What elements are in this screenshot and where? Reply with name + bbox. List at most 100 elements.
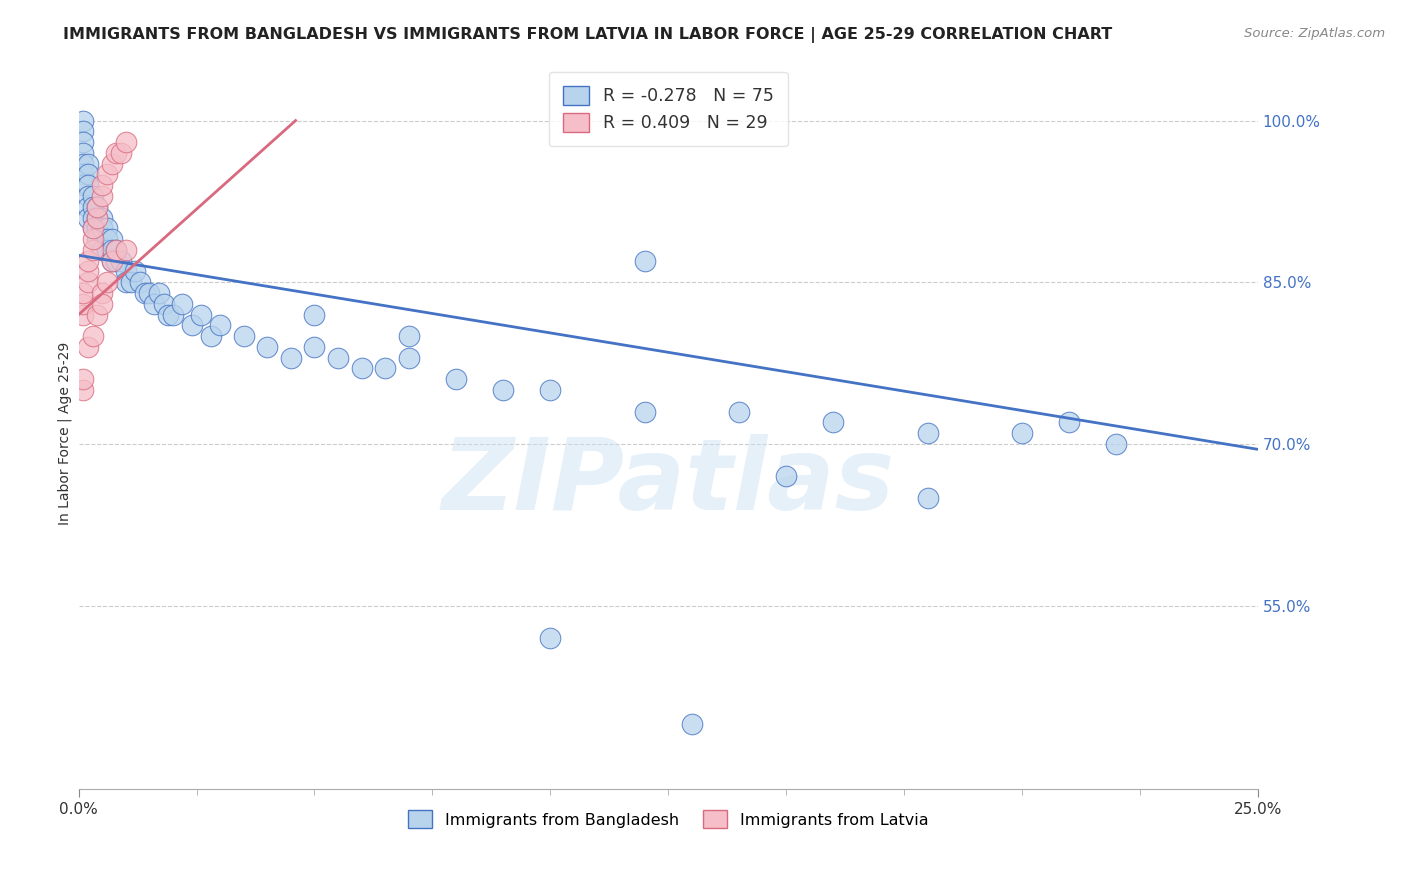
Point (110, 253, 132, 268)
Point (398, 351, 420, 365)
Point (1011, 426, 1033, 441)
Point (209, 318, 232, 333)
Point (77, 275, 100, 289)
Point (152, 297, 174, 311)
Point (775, 469, 797, 483)
Point (72, 286, 94, 301)
Point (86, 232, 108, 246)
Point (91, 243, 114, 257)
Point (105, 253, 128, 268)
Point (72, 372, 94, 386)
Point (91, 286, 114, 301)
Point (82, 329, 104, 343)
Point (120, 275, 142, 289)
Point (96, 221, 118, 235)
Point (105, 243, 128, 257)
Point (138, 286, 160, 301)
Point (77, 211, 100, 225)
Point (105, 145, 128, 160)
Text: ZIPatlas: ZIPatlas (441, 434, 894, 532)
Point (86, 200, 108, 214)
Point (96, 243, 118, 257)
Point (917, 426, 939, 441)
Point (304, 340, 326, 354)
Point (190, 308, 212, 322)
Point (100, 253, 122, 268)
Legend: Immigrants from Bangladesh, Immigrants from Latvia: Immigrants from Bangladesh, Immigrants f… (402, 804, 935, 834)
Point (72, 113, 94, 128)
Point (96, 232, 118, 246)
Text: IMMIGRANTS FROM BANGLADESH VS IMMIGRANTS FROM LATVIA IN LABOR FORCE | AGE 25-29 : IMMIGRANTS FROM BANGLADESH VS IMMIGRANTS… (63, 27, 1112, 43)
Point (91, 211, 114, 225)
Point (633, 253, 655, 268)
Text: Source: ZipAtlas.com: Source: ZipAtlas.com (1244, 27, 1385, 40)
Point (77, 200, 100, 214)
Point (82, 211, 104, 225)
Point (728, 404, 751, 418)
Point (77, 264, 100, 278)
Point (823, 416, 845, 430)
Point (86, 211, 108, 225)
Point (114, 264, 136, 278)
Point (162, 308, 184, 322)
Point (114, 275, 136, 289)
Point (350, 361, 373, 376)
Point (100, 156, 122, 170)
Point (110, 145, 132, 160)
Point (538, 383, 561, 397)
Point (326, 351, 349, 365)
Point (148, 286, 170, 301)
Point (681, 717, 703, 731)
Point (82, 243, 104, 257)
Point (114, 243, 136, 257)
Point (86, 200, 108, 214)
Point (633, 404, 655, 418)
Point (157, 308, 180, 322)
Point (124, 264, 146, 278)
Point (91, 189, 114, 203)
Point (77, 253, 100, 268)
Point (82, 221, 104, 235)
Point (100, 243, 122, 257)
Point (143, 297, 166, 311)
Point (86, 221, 108, 235)
Point (917, 491, 939, 505)
Point (72, 383, 94, 397)
Point (1057, 416, 1080, 430)
Point (538, 631, 561, 645)
Point (91, 178, 114, 193)
Point (91, 297, 114, 311)
Point (91, 221, 114, 235)
Point (304, 308, 326, 322)
Point (82, 232, 104, 246)
Point (172, 297, 194, 311)
Point (232, 329, 254, 343)
Point (77, 189, 100, 203)
Point (114, 135, 136, 149)
Point (100, 232, 122, 246)
Point (96, 168, 118, 182)
Point (374, 361, 396, 376)
Point (72, 168, 94, 182)
Point (86, 211, 108, 225)
Point (492, 383, 515, 397)
Point (77, 156, 100, 170)
Point (77, 340, 100, 354)
Point (72, 297, 94, 311)
Point (96, 275, 118, 289)
Point (100, 253, 122, 268)
Point (180, 318, 202, 333)
Point (72, 156, 94, 170)
Point (129, 275, 152, 289)
Point (82, 221, 104, 235)
Point (72, 178, 94, 193)
Point (134, 286, 156, 301)
Point (72, 124, 94, 138)
Point (82, 189, 104, 203)
Point (82, 200, 104, 214)
Point (72, 135, 94, 149)
Point (1105, 437, 1128, 451)
Y-axis label: In Labor Force | Age 25-29: In Labor Force | Age 25-29 (58, 342, 72, 524)
Point (77, 178, 100, 193)
Point (105, 243, 128, 257)
